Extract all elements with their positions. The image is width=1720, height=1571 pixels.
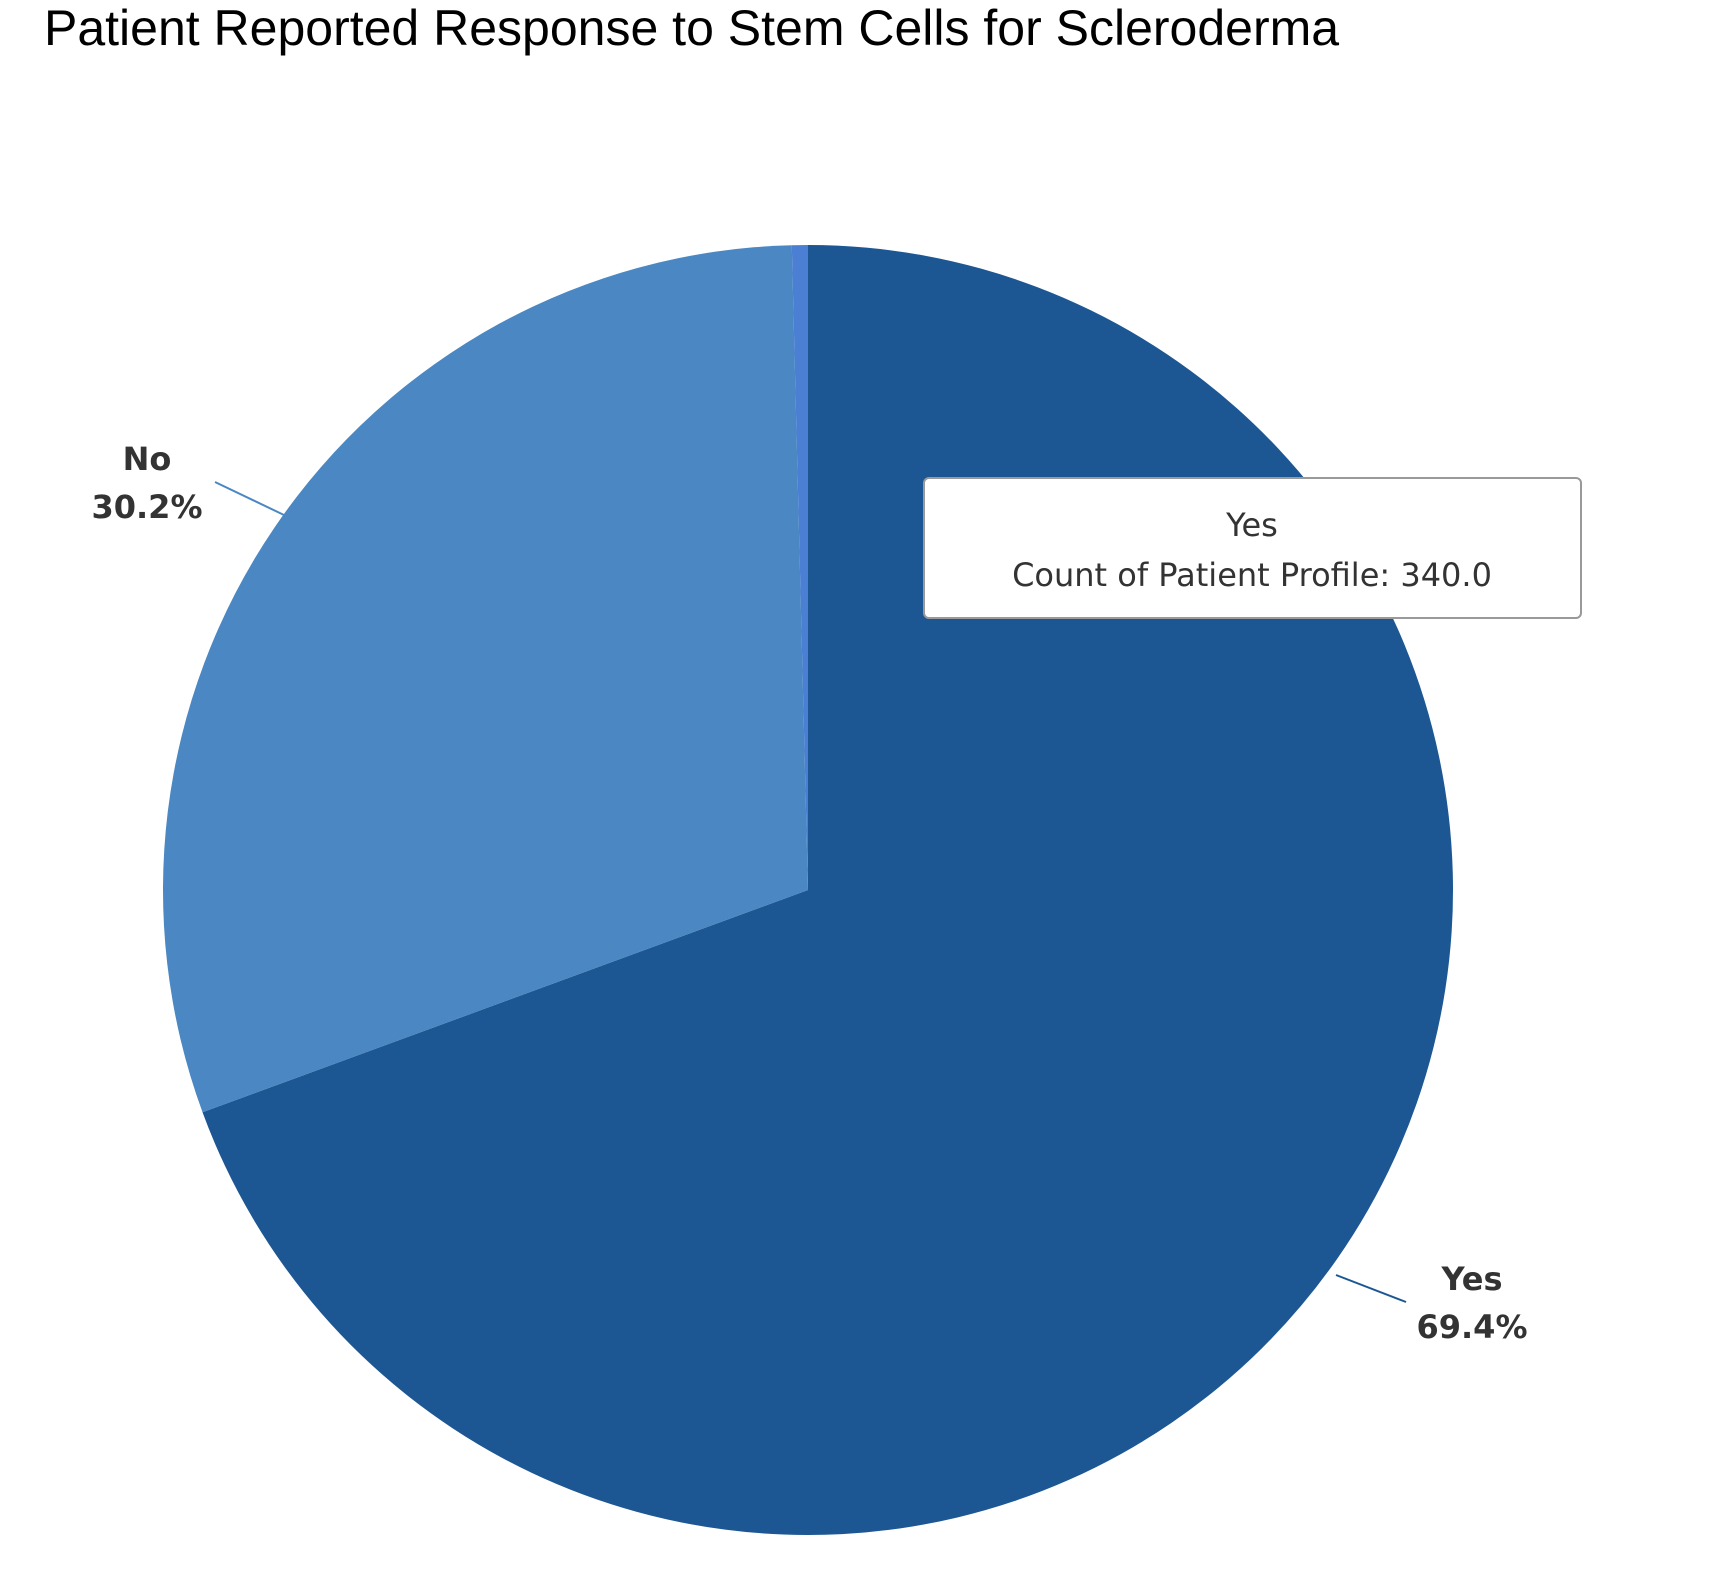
tooltip: Yes Count of Patient Profile: 340.0 [923, 477, 1582, 619]
tooltip-box [923, 477, 1582, 619]
pie-slice-no[interactable] [163, 245, 808, 1113]
pie-slices [163, 245, 1454, 1536]
leader-line-no [214, 481, 285, 516]
leader-line-yes [1335, 1274, 1407, 1303]
tooltip-text: Count of Patient Profile: 340.0 [1012, 556, 1492, 594]
slice-label-no-percent: 30.2% [91, 488, 202, 526]
slice-label-no-name: No [123, 440, 172, 478]
slice-label-yes-name: Yes [1441, 1260, 1503, 1298]
slice-label-yes-percent: 69.4% [1416, 1308, 1527, 1346]
chart-title: Patient Reported Response to Stem Cells … [44, 0, 1339, 56]
pie-slice-other-2[interactable] [791, 245, 808, 890]
tooltip-title: Yes [1225, 506, 1278, 544]
